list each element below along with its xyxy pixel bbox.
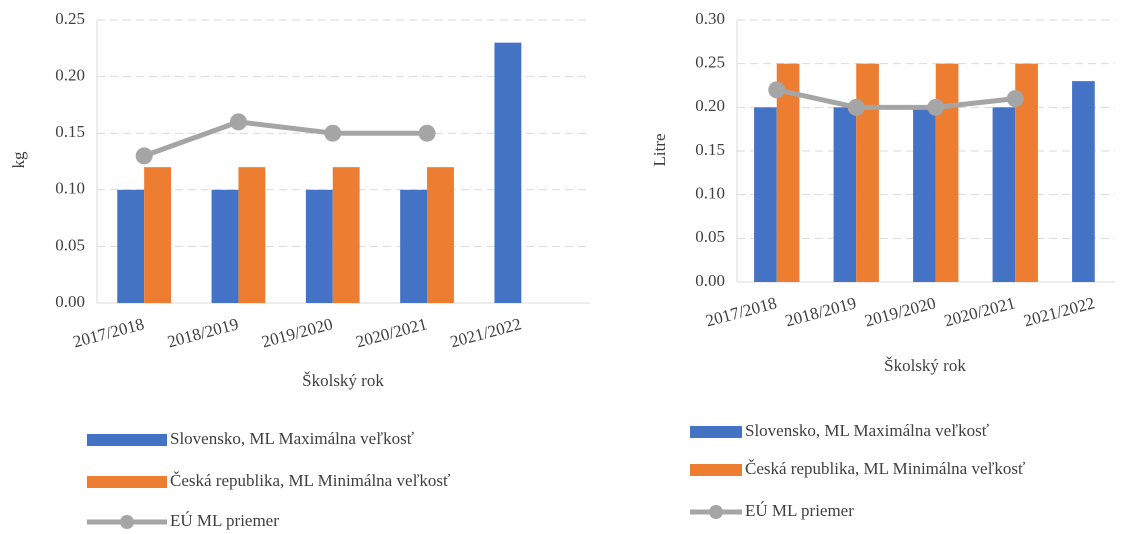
bar <box>144 167 172 303</box>
y-tick-label: 0.20 <box>55 66 85 85</box>
bar <box>332 167 360 303</box>
y-axis-label: kg <box>9 151 28 169</box>
bar <box>935 63 959 282</box>
bar <box>776 63 800 282</box>
x-tick-label: 2021/2022 <box>1022 293 1097 330</box>
y-tick-label: 0.00 <box>695 271 725 290</box>
x-tick-label: 2020/2021 <box>354 314 429 351</box>
bar <box>913 107 936 282</box>
bar <box>117 189 145 303</box>
legend-label: Česká republika, ML Minimálna veľkosť <box>170 471 450 490</box>
bar <box>992 107 1016 282</box>
legend-swatch <box>87 476 167 488</box>
legend-label: Slovensko, ML Maximálna veľkosť <box>745 421 989 440</box>
x-tick-label: 2018/2019 <box>783 293 858 330</box>
legend-label: Česká republika, ML Minimálna veľkosť <box>745 459 1025 478</box>
y-tick-label: 0.00 <box>55 292 85 311</box>
y-tick-label: 0.15 <box>695 140 725 159</box>
line-marker <box>418 124 436 142</box>
bar <box>1015 63 1038 282</box>
line-series <box>143 119 428 159</box>
x-tick-label: 2019/2020 <box>260 314 335 351</box>
bar <box>1072 81 1095 282</box>
line-marker <box>927 98 945 116</box>
legend-marker <box>709 505 723 519</box>
bar <box>833 107 857 282</box>
legend-label: Slovensko, ML Maximálna veľkosť <box>170 429 414 448</box>
y-tick-label: 0.10 <box>695 184 725 203</box>
line-marker <box>324 124 342 142</box>
x-axis-label: Školský rok <box>884 356 966 375</box>
legend-label: EÚ ML priemer <box>170 511 279 530</box>
line-marker <box>135 147 153 165</box>
line-marker <box>229 113 247 131</box>
bar <box>305 189 333 303</box>
bar <box>427 167 454 303</box>
y-tick-label: 0.15 <box>55 122 85 141</box>
y-axis-label: Litre <box>650 133 669 166</box>
bar <box>400 189 428 303</box>
bar <box>754 107 777 282</box>
legend-swatch <box>690 426 742 438</box>
x-tick-label: 2018/2019 <box>165 314 240 351</box>
bar <box>494 42 522 303</box>
bar <box>211 189 239 303</box>
line-marker <box>847 98 865 116</box>
bar <box>238 167 266 303</box>
x-tick-label: 2017/2018 <box>71 314 146 351</box>
line-marker <box>768 81 786 99</box>
legend-swatch <box>87 434 167 446</box>
y-tick-label: 0.25 <box>695 53 725 72</box>
legend-marker <box>120 515 134 529</box>
y-tick-label: 0.20 <box>695 96 725 115</box>
y-tick-label: 0.30 <box>695 9 725 28</box>
x-tick-label: 2020/2021 <box>942 293 1017 330</box>
y-tick-label: 0.10 <box>55 179 85 198</box>
x-tick-label: 2019/2020 <box>863 293 938 330</box>
x-tick-label: 2017/2018 <box>704 293 779 330</box>
line-series <box>776 87 1016 110</box>
x-tick-label: 2021/2022 <box>448 314 523 351</box>
legend-label: EÚ ML priemer <box>745 501 854 520</box>
x-axis-label: Školský rok <box>302 371 384 390</box>
y-tick-label: 0.05 <box>55 235 85 254</box>
line-marker <box>1006 90 1024 108</box>
y-tick-label: 0.25 <box>55 9 85 28</box>
bar <box>856 63 879 282</box>
y-tick-label: 0.05 <box>695 227 725 246</box>
legend-swatch <box>690 464 742 476</box>
